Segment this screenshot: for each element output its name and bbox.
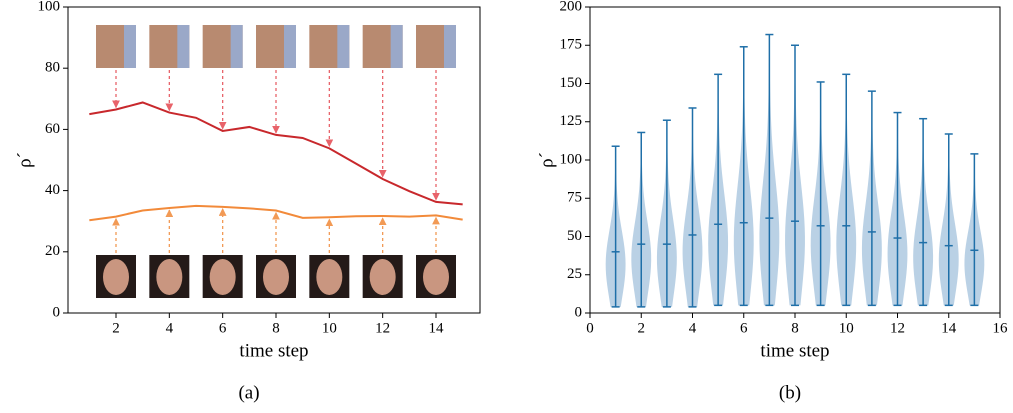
face-image-bottom-face (369, 259, 396, 295)
y-tick-label: 100 (38, 0, 61, 14)
y-tick-label: 125 (560, 113, 583, 129)
x-tick-label: 12 (375, 320, 390, 336)
x-tick-label: 10 (322, 320, 337, 336)
x-axis-label: time step (239, 340, 308, 361)
x-tick-label: 16 (993, 320, 1009, 336)
y-axis-label: ρ´ (536, 152, 557, 168)
x-tick-label: 2 (638, 320, 646, 336)
y-tick-label: 200 (560, 0, 583, 14)
x-axis-label: time step (760, 340, 829, 361)
face-image-top-bg (284, 25, 296, 68)
y-tick-label: 25 (567, 266, 582, 282)
x-tick-label: 8 (272, 320, 280, 336)
x-tick-label: 10 (839, 320, 854, 336)
x-tick-label: 14 (429, 320, 445, 336)
face-image-bottom-face (103, 259, 129, 295)
face-image-top-bg (124, 25, 136, 68)
face-image-top-bg (230, 25, 243, 68)
face-image-bottom-face (156, 259, 183, 295)
x-tick-label: 4 (166, 320, 174, 336)
face-image-top-bg (390, 25, 403, 68)
y-tick-label: 20 (45, 243, 60, 259)
face-image-bottom-face (316, 259, 343, 295)
face-image-top-bg (177, 25, 190, 68)
y-tick-label: 100 (560, 151, 583, 167)
face-image-bottom-face (263, 259, 289, 295)
plot-frame (589, 6, 1001, 314)
y-tick-label: 40 (45, 182, 60, 198)
y-tick-label: 150 (560, 75, 583, 91)
x-tick-label: 4 (689, 320, 697, 336)
y-axis-label: ρ´ (14, 152, 35, 168)
plot-frame (67, 6, 481, 314)
y-tick-label: 50 (567, 228, 582, 244)
y-tick-label: 75 (567, 190, 582, 206)
x-tick-label: 6 (219, 320, 227, 336)
data-line (89, 101, 463, 206)
y-tick-label: 0 (53, 304, 61, 320)
caption: (a) (238, 382, 259, 403)
data-line (89, 204, 463, 222)
y-tick-label: 175 (560, 37, 583, 53)
face-image-bottom-face (209, 259, 236, 295)
y-tick-label: 80 (45, 60, 60, 76)
face-image-top-bg (337, 25, 350, 68)
face-image-bottom-face (423, 259, 449, 295)
y-tick-label: 0 (575, 304, 583, 320)
x-tick-label: 2 (112, 320, 120, 336)
y-tick-label: 60 (45, 121, 60, 137)
x-tick-label: 6 (740, 320, 748, 336)
caption: (b) (779, 382, 801, 403)
x-tick-label: 8 (791, 320, 799, 336)
x-tick-label: 14 (941, 320, 957, 336)
x-tick-label: 0 (586, 320, 594, 336)
x-tick-label: 12 (890, 320, 905, 336)
face-image-top-bg (444, 25, 456, 68)
